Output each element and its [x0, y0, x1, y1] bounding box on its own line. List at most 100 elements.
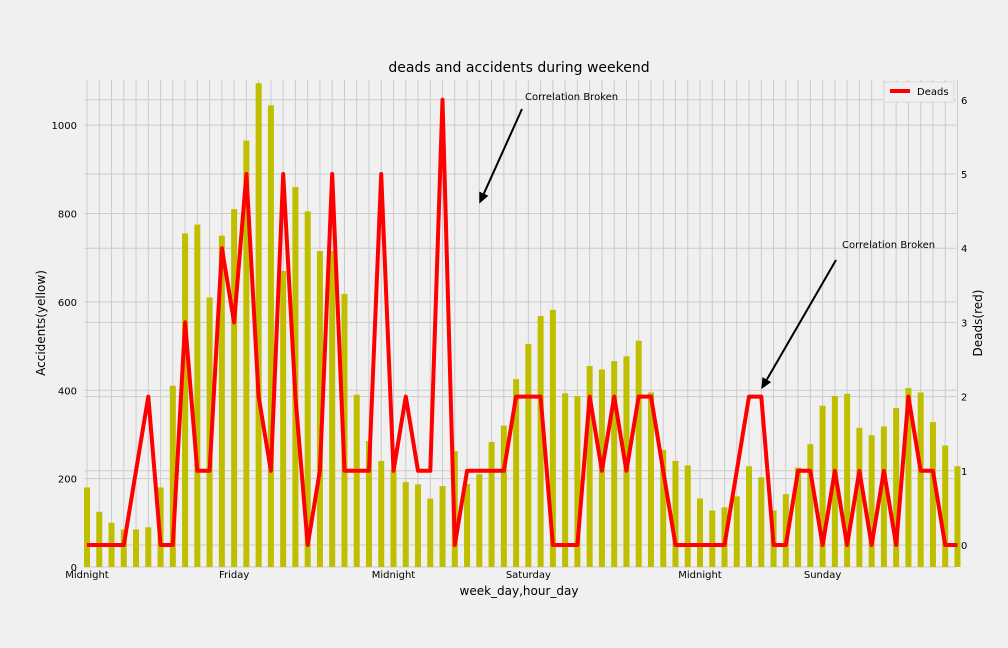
accident-bar: [513, 379, 520, 567]
x-tick-label: Saturday: [506, 570, 551, 581]
accident-bar: [758, 477, 765, 567]
x-tick-label: Friday: [219, 570, 249, 581]
accident-bar: [660, 449, 667, 567]
accident-bar: [635, 340, 642, 567]
accident-bar: [709, 510, 716, 567]
accident-bar: [562, 393, 569, 567]
accident-bar: [255, 83, 262, 567]
x-tick-label: Sunday: [804, 570, 841, 581]
annotation-arrow-head: [761, 377, 772, 390]
accident-bar: [378, 460, 385, 567]
accident-bar: [133, 529, 140, 567]
accident-bar: [697, 498, 703, 567]
legend-label: Deads: [917, 87, 949, 98]
accident-bar: [145, 527, 152, 567]
right-axis-label: Deads(red): [971, 290, 985, 357]
right-tick-label: 3: [961, 318, 967, 329]
accident-bar: [231, 209, 238, 568]
accident-bar: [684, 465, 691, 567]
accident-bar: [304, 211, 311, 567]
right-axis-ticks: 0 1 2 3 4 5 6: [961, 96, 967, 552]
accident-bar: [267, 105, 274, 568]
left-tick-label: 800: [58, 210, 77, 221]
accident-bar: [647, 392, 654, 567]
accident-bar: [353, 394, 360, 567]
accident-bar: [782, 494, 789, 567]
accident-bar: [574, 396, 581, 567]
legend: Deads: [883, 81, 955, 103]
left-axis-ticks: 0 200 400 600 800 1000: [52, 121, 77, 574]
right-tick-label: 0: [961, 541, 967, 552]
left-tick-label: 0: [71, 563, 77, 574]
accident-bar: [954, 466, 961, 567]
accident-bar: [316, 251, 323, 567]
accident-bar: [182, 233, 189, 567]
x-tick-label: Midnight: [678, 570, 722, 581]
left-tick-label: 1000: [52, 121, 77, 132]
accident-bar: [942, 445, 949, 567]
right-tick-label: 2: [961, 393, 967, 404]
accident-bar: [120, 529, 127, 567]
accident-bar: [500, 425, 507, 567]
annotation-arrow-shaft: [765, 259, 837, 381]
accident-bar: [402, 482, 409, 567]
right-tick-label: 4: [961, 244, 967, 255]
annotation-label: Correlation Broken: [842, 240, 935, 251]
x-axis-label: week_day,hour_day: [460, 584, 579, 598]
accident-bar: [611, 361, 618, 567]
accident-bar: [868, 435, 875, 567]
accident-bar: [365, 441, 372, 567]
accident-bar: [880, 426, 887, 567]
chart-title: deads and accidents during weekend: [388, 60, 649, 76]
accident-bar: [427, 498, 434, 567]
accident-bar: [194, 224, 201, 567]
accident-bar: [856, 427, 863, 567]
accident-bar: [586, 365, 593, 567]
left-tick-label: 400: [58, 386, 77, 397]
accident-bar: [537, 316, 544, 567]
accident-bar: [439, 486, 446, 567]
right-tick-label: 5: [961, 170, 967, 181]
annotation-label: Correlation Broken: [525, 92, 618, 103]
accident-bar: [733, 496, 740, 567]
annotations: Correlation Broken Correlation Broken: [479, 92, 935, 390]
accident-bar: [746, 466, 753, 567]
accident-bar: [280, 270, 287, 567]
accident-bar: [329, 251, 336, 567]
accident-bar: [488, 441, 495, 567]
accident-bar: [476, 474, 483, 567]
left-axis-label: Accidents(yellow): [34, 270, 48, 376]
annotation-arrow-shaft: [482, 108, 523, 195]
accident-bar: [844, 393, 851, 567]
accident-bar: [549, 309, 556, 567]
accident-bar: [206, 297, 213, 567]
left-tick-label: 600: [58, 298, 77, 309]
accident-bar: [464, 483, 471, 567]
accident-bar: [243, 140, 250, 568]
accident-bar: [390, 469, 397, 567]
accident-bar: [218, 235, 225, 568]
accident-bar: [525, 343, 532, 567]
accident-bar: [672, 460, 679, 567]
accident-bar: [795, 467, 802, 567]
left-tick-label: 200: [58, 475, 77, 486]
accident-bar: [917, 392, 924, 567]
right-tick-label: 6: [961, 96, 967, 107]
legend-box: [883, 81, 955, 103]
accident-bar: [96, 511, 103, 567]
accident-bar: [819, 405, 826, 567]
accident-bar: [893, 407, 900, 567]
accident-bar: [929, 422, 936, 567]
accident-bar: [169, 385, 176, 567]
accident-bar: [415, 484, 422, 567]
right-tick-label: 1: [961, 467, 967, 478]
accident-bar: [84, 487, 90, 567]
x-axis-ticks: Midnight Friday Midnight Saturday Midnight Su…: [65, 570, 841, 581]
annotation-arrow-head: [479, 191, 489, 204]
x-tick-label: Midnight: [372, 570, 416, 581]
deads-line: [87, 97, 958, 547]
accident-bar: [807, 444, 814, 567]
x-tick-label: Midnight: [65, 570, 109, 581]
accident-bar: [905, 388, 912, 567]
